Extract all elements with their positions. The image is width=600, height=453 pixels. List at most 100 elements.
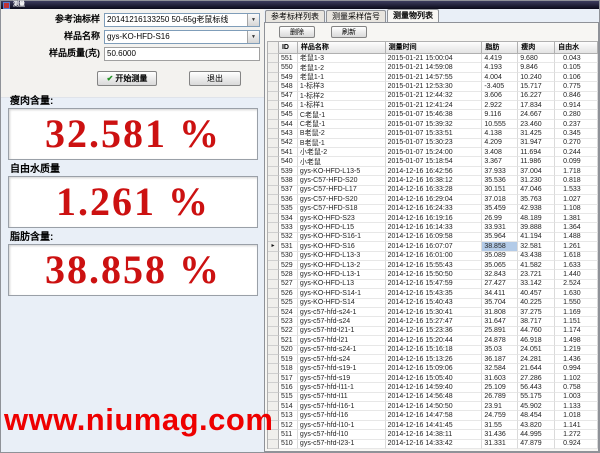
cell[interactable]: 40.225 [518, 298, 556, 308]
table-row[interactable]: 522 gys-c57-hfd-l21-1 2014-12-16 15:23:36 2… [268, 326, 598, 337]
cell[interactable]: 24.667 [518, 110, 556, 120]
cell[interactable]: 2014-12-16 15:50:50 [385, 270, 483, 280]
cell[interactable]: gys-KO-HFD-S16-1 [297, 232, 386, 243]
cell[interactable]: 0.106 [555, 72, 598, 83]
cell[interactable]: 老鼠1-2 [297, 63, 386, 73]
cell[interactable]: 35.536 [482, 176, 519, 186]
cell[interactable]: 36.187 [482, 355, 519, 365]
column-header-5[interactable]: 自由水 [555, 42, 598, 54]
cell[interactable]: 2014-12-16 15:43:35 [385, 289, 483, 299]
cell[interactable]: 2014-12-16 15:55:43 [385, 260, 483, 271]
chevron-down-icon[interactable]: ▼ [247, 30, 259, 43]
row-selector[interactable] [268, 364, 279, 374]
cell[interactable]: 1.174 [555, 326, 598, 337]
sample-mass-input[interactable] [105, 47, 259, 60]
cell[interactable]: 38.858 [482, 242, 519, 252]
cell[interactable]: 540 [278, 157, 298, 167]
table-row[interactable]: 524 gys-c57-hfd-s24-1 2014-12-16 15:30:41 3… [268, 307, 598, 318]
row-selector[interactable] [268, 430, 279, 440]
cell[interactable]: gys-c57-hfd-l11-1 [297, 383, 386, 393]
cell[interactable]: -3.405 [482, 82, 519, 92]
cell[interactable]: 2014-12-16 15:20:44 [385, 336, 483, 346]
table-row[interactable]: 517 gys-c57-hfd-s19 2014-12-16 15:05:40 31.… [268, 373, 598, 384]
cell[interactable]: 2015-01-21 15:00:04 [385, 54, 483, 64]
cell[interactable]: 小老鼠-2 [297, 148, 386, 158]
cell[interactable]: 0.099 [555, 157, 598, 167]
cell[interactable]: 4.209 [482, 138, 519, 149]
row-selector[interactable] [268, 260, 279, 271]
cell[interactable]: 544 [278, 119, 298, 130]
cell[interactable]: 1.169 [555, 307, 598, 318]
cell[interactable]: gys-c57-hfd-s24 [297, 355, 386, 365]
table-row[interactable]: 539 gys-KO-HFD-L13-5 2014-12-16 16:42:56 37… [268, 166, 598, 177]
cell[interactable]: gys-c57-hfd-l21-1 [297, 326, 386, 337]
cell[interactable]: 549 [278, 72, 298, 83]
cell[interactable]: 527 [278, 279, 298, 290]
cell[interactable]: 1.272 [555, 430, 598, 440]
row-selector[interactable] [268, 223, 279, 233]
row-selector[interactable] [268, 166, 279, 177]
row-selector[interactable] [268, 439, 279, 450]
cell[interactable]: 0.924 [555, 439, 598, 450]
cell[interactable]: 2014-12-16 16:19:16 [385, 213, 483, 224]
cell[interactable]: 1.133 [555, 402, 598, 412]
cell[interactable]: 44.995 [518, 430, 556, 440]
cell[interactable]: 老鼠1-3 [297, 54, 386, 64]
row-selector[interactable] [268, 101, 279, 111]
cell[interactable]: 530 [278, 251, 298, 261]
cell[interactable]: 2015-01-07 15:39:32 [385, 119, 483, 130]
cell[interactable]: 1.003 [555, 392, 598, 403]
cell[interactable]: 2014-12-16 14:47:58 [385, 411, 483, 421]
table-row[interactable]: 546 1-标样1 2015-01-21 12:41:24 2.922 17.834 0.… [268, 101, 598, 111]
cell[interactable]: 9.116 [482, 110, 519, 120]
cell[interactable]: 551 [278, 54, 298, 64]
cell[interactable]: 26.99 [482, 213, 519, 224]
table-row[interactable]: 513 gys-c57-hfd-l16 2014-12-16 14:47:58 24.… [268, 411, 598, 421]
cell[interactable]: 31.647 [482, 317, 519, 327]
row-selector[interactable] [268, 402, 279, 412]
cell[interactable]: 0.105 [555, 63, 598, 73]
cell[interactable]: 44.760 [518, 326, 556, 337]
table-row[interactable]: 544 C老鼠-1 2015-01-07 15:39:32 10.555 23.460 0… [268, 119, 598, 130]
table-row[interactable]: 536 gys-C57-HFD-S20 2014-12-16 16:29:04 37.… [268, 195, 598, 205]
table-row[interactable]: 523 gys-c57-hfd-s24 2014-12-16 15:27:47 31.… [268, 317, 598, 327]
cell[interactable]: 37.933 [482, 166, 519, 177]
cell[interactable]: 37.275 [518, 307, 556, 318]
row-selector[interactable] [268, 270, 279, 280]
cell[interactable]: 511 [278, 430, 298, 440]
table-row[interactable]: 521 gys-c57-hfd-l21 2014-12-16 15:20:44 24.… [268, 336, 598, 346]
cell[interactable]: gys-KO-HFD-L13-1 [297, 270, 386, 280]
cell[interactable]: 4.419 [482, 54, 519, 64]
cell[interactable]: 2014-12-16 14:38:11 [385, 430, 483, 440]
cell[interactable]: gys-C57-HFD-L17 [297, 185, 386, 196]
cell[interactable]: 510 [278, 439, 298, 450]
cell[interactable]: 519 [278, 355, 298, 365]
cell[interactable]: 15.717 [518, 82, 556, 92]
table-row[interactable]: 547 1-标样2 2015-01-21 12:44:32 3.606 16.227 0.… [268, 91, 598, 102]
cell[interactable]: 4.004 [482, 72, 519, 83]
table-row[interactable]: 515 gys-c57-hfd-l11 2014-12-16 14:56:48 26.… [268, 392, 598, 403]
row-selector[interactable] [268, 373, 279, 384]
cell[interactable]: 35.089 [482, 251, 519, 261]
cell[interactable]: 0.914 [555, 101, 598, 111]
cell[interactable]: gys-c57-hfd-l16-1 [297, 402, 386, 412]
cell[interactable]: 1.018 [555, 411, 598, 421]
cell[interactable]: 2014-12-16 16:38:12 [385, 176, 483, 186]
cell[interactable]: 1-标样2 [297, 91, 386, 102]
cell[interactable]: 46.918 [518, 336, 556, 346]
cell[interactable]: 2014-12-16 14:33:42 [385, 439, 483, 450]
table-row[interactable]: 538 gys-C57-HFD-S20 2014-12-16 16:38:12 35.… [268, 176, 598, 186]
cell[interactable]: gys-c57-hfd-s24-1 [297, 345, 386, 355]
delete-button[interactable]: 删除 [279, 26, 315, 38]
exit-button[interactable]: 退出 [189, 71, 241, 86]
cell[interactable]: 25.109 [482, 383, 519, 393]
column-header-2[interactable]: 测量时间 [385, 42, 483, 54]
cell[interactable]: 47.879 [518, 439, 556, 450]
cell[interactable]: 521 [278, 336, 298, 346]
table-row[interactable]: 533 gys-KO-HFD-L15 2014-12-16 16:14:33 33.9… [268, 223, 598, 233]
cell[interactable]: 0.758 [555, 383, 598, 393]
cell[interactable]: 17.834 [518, 101, 556, 111]
table-row[interactable]: 512 gys-c57-hfd-l10-1 2014-12-16 14:41:45 3… [268, 420, 598, 431]
cell[interactable]: gys-c57-hfd-l16 [297, 411, 386, 421]
row-selector[interactable] [268, 195, 279, 205]
